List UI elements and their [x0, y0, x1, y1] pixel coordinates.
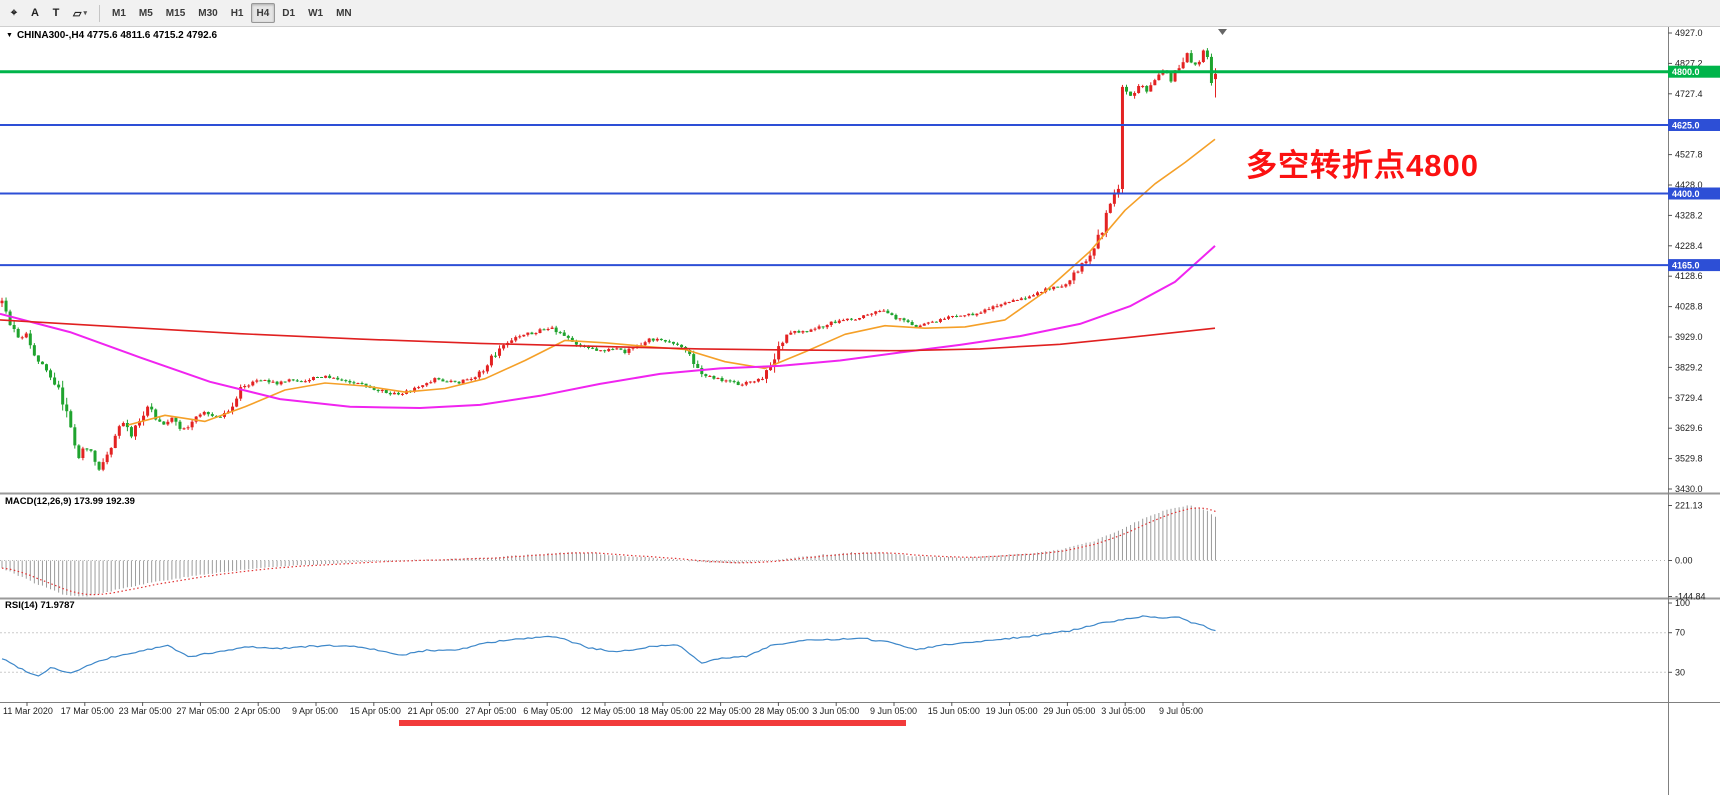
chart-title: ▼ CHINA300-,H4 4775.6 4811.6 4715.2 4792…: [6, 30, 217, 41]
text-label-icon[interactable]: A: [25, 3, 45, 23]
timeframe-button-h1[interactable]: H1: [225, 3, 250, 23]
svg-text:0.00: 0.00: [1675, 556, 1693, 566]
crosshair-icon[interactable]: ⌖: [4, 3, 24, 23]
macd-indicator-label: MACD(12,26,9) 173.99 192.39: [5, 496, 135, 507]
svg-text:3929.0: 3929.0: [1675, 332, 1703, 342]
svg-text:9 Jun 05:00: 9 Jun 05:00: [870, 706, 917, 716]
svg-text:4028.8: 4028.8: [1675, 302, 1703, 312]
macd-panel: 221.13 0.00 -144.84: [0, 501, 1706, 602]
svg-text:70: 70: [1675, 628, 1685, 638]
timeframe-button-m1[interactable]: M1: [106, 3, 132, 23]
moving-averages: [0, 138, 1216, 426]
svg-text:3529.8: 3529.8: [1675, 454, 1703, 464]
timeframe-button-h4[interactable]: H4: [250, 3, 276, 23]
svg-text:4727.4: 4727.4: [1675, 89, 1703, 99]
svg-text:4625.0: 4625.0: [1672, 120, 1700, 130]
panel-separators: [0, 26, 1720, 795]
svg-text:27 Apr 05:00: 27 Apr 05:00: [465, 706, 516, 716]
svg-text:19 Jun 05:00: 19 Jun 05:00: [986, 706, 1038, 716]
toolbar: ⌖ A T ▱ ▾ M1 M5 M15 M30 H1 H4 D1 W1 MN: [0, 0, 1720, 27]
bottom-red-bar: [399, 720, 906, 726]
rsi-panel: 100 70 30: [0, 598, 1690, 677]
price-axis: 4927.04827.24727.44627.64527.84428.04328…: [1668, 28, 1720, 494]
timeframe-button-mn[interactable]: MN: [330, 3, 358, 23]
svg-text:12 May 05:00: 12 May 05:00: [581, 706, 636, 716]
timeframe-button-m5[interactable]: M5: [133, 3, 159, 23]
time-axis: 11 Mar 2020 17 Mar 05:00 23 Mar 05:00 27 Ma…: [3, 702, 1203, 716]
toolbar-divider: [98, 4, 100, 22]
svg-text:29 Jun 05:00: 29 Jun 05:00: [1043, 706, 1095, 716]
svg-text:18 May 05:00: 18 May 05:00: [639, 706, 694, 716]
text-box-icon[interactable]: T: [46, 3, 66, 23]
chart-shift-icon[interactable]: [1218, 29, 1227, 35]
svg-text:15 Apr 05:00: 15 Apr 05:00: [350, 706, 401, 716]
svg-text:22 May 05:00: 22 May 05:00: [697, 706, 752, 716]
svg-text:9 Jul 05:00: 9 Jul 05:00: [1159, 706, 1203, 716]
candlestick-series: [0, 48, 1217, 472]
macd-signal-line: [1, 507, 1216, 596]
timeframe-button-m30[interactable]: M30: [192, 3, 223, 23]
svg-text:4328.2: 4328.2: [1675, 210, 1703, 220]
timeframe-toolbar: M1 M5 M15 M30 H1 H4 D1 W1 MN: [106, 3, 358, 23]
ma-slow-red: [0, 319, 1216, 352]
ma-fast-orange: [127, 138, 1216, 426]
svg-text:17 Mar 05:00: 17 Mar 05:00: [61, 706, 114, 716]
drawing-toolbar: ⌖ A T ▱ ▾: [4, 3, 93, 23]
svg-text:15 Jun 05:00: 15 Jun 05:00: [928, 706, 980, 716]
svg-text:4527.8: 4527.8: [1675, 150, 1703, 160]
svg-text:4165.0: 4165.0: [1672, 261, 1700, 271]
svg-text:4228.4: 4228.4: [1675, 241, 1703, 251]
rsi-line: [1, 615, 1216, 677]
svg-text:11 Mar 2020: 11 Mar 2020: [3, 706, 53, 716]
svg-text:2 Apr 05:00: 2 Apr 05:00: [234, 706, 280, 716]
svg-text:3 Jun 05:00: 3 Jun 05:00: [812, 706, 859, 716]
svg-text:3729.4: 3729.4: [1675, 393, 1703, 403]
svg-text:21 Apr 05:00: 21 Apr 05:00: [408, 706, 459, 716]
chart-annotation[interactable]: 多空转折点4800: [1246, 148, 1479, 183]
timeframe-button-d1[interactable]: D1: [276, 3, 301, 23]
price-scale[interactable]: [1668, 26, 1720, 795]
timeframe-button-m15[interactable]: M15: [160, 3, 191, 23]
shapes-icon[interactable]: ▱ ▾: [67, 3, 93, 23]
svg-text:23 Mar 05:00: 23 Mar 05:00: [119, 706, 172, 716]
chart-title-text: CHINA300-,H4 4775.6 4811.6 4715.2 4792.6: [16, 30, 218, 41]
svg-text:4128.6: 4128.6: [1675, 271, 1703, 281]
svg-text:3 Jul 05:00: 3 Jul 05:00: [1101, 706, 1145, 716]
dropdown-arrow-icon: ▾: [83, 10, 87, 17]
svg-text:6 May 05:00: 6 May 05:00: [523, 706, 573, 716]
svg-text:4927.0: 4927.0: [1675, 28, 1703, 38]
timeframe-button-w1[interactable]: W1: [302, 3, 329, 23]
svg-text:27 Mar 05:00: 27 Mar 05:00: [176, 706, 229, 716]
horizontal-line-objects: [0, 70, 1668, 267]
svg-text:3829.2: 3829.2: [1675, 362, 1703, 372]
svg-text:28 May 05:00: 28 May 05:00: [754, 706, 809, 716]
ma-mid-magenta: [0, 245, 1216, 409]
rsi-indicator-label: RSI(14) 71.9787: [5, 600, 75, 611]
svg-text:4800.0: 4800.0: [1672, 67, 1700, 77]
svg-text:4400.0: 4400.0: [1672, 189, 1700, 199]
symbol-dropdown-icon[interactable]: ▼: [6, 32, 13, 39]
svg-text:3430.0: 3430.0: [1675, 484, 1703, 494]
svg-text:9 Apr 05:00: 9 Apr 05:00: [292, 706, 338, 716]
svg-text:-144.84: -144.84: [1675, 592, 1706, 602]
svg-text:221.13: 221.13: [1675, 501, 1703, 511]
svg-text:30: 30: [1675, 667, 1685, 677]
svg-text:100: 100: [1675, 598, 1690, 608]
svg-text:4428.0: 4428.0: [1675, 180, 1703, 190]
svg-text:3629.6: 3629.6: [1675, 423, 1703, 433]
svg-text:4827.2: 4827.2: [1675, 58, 1703, 68]
